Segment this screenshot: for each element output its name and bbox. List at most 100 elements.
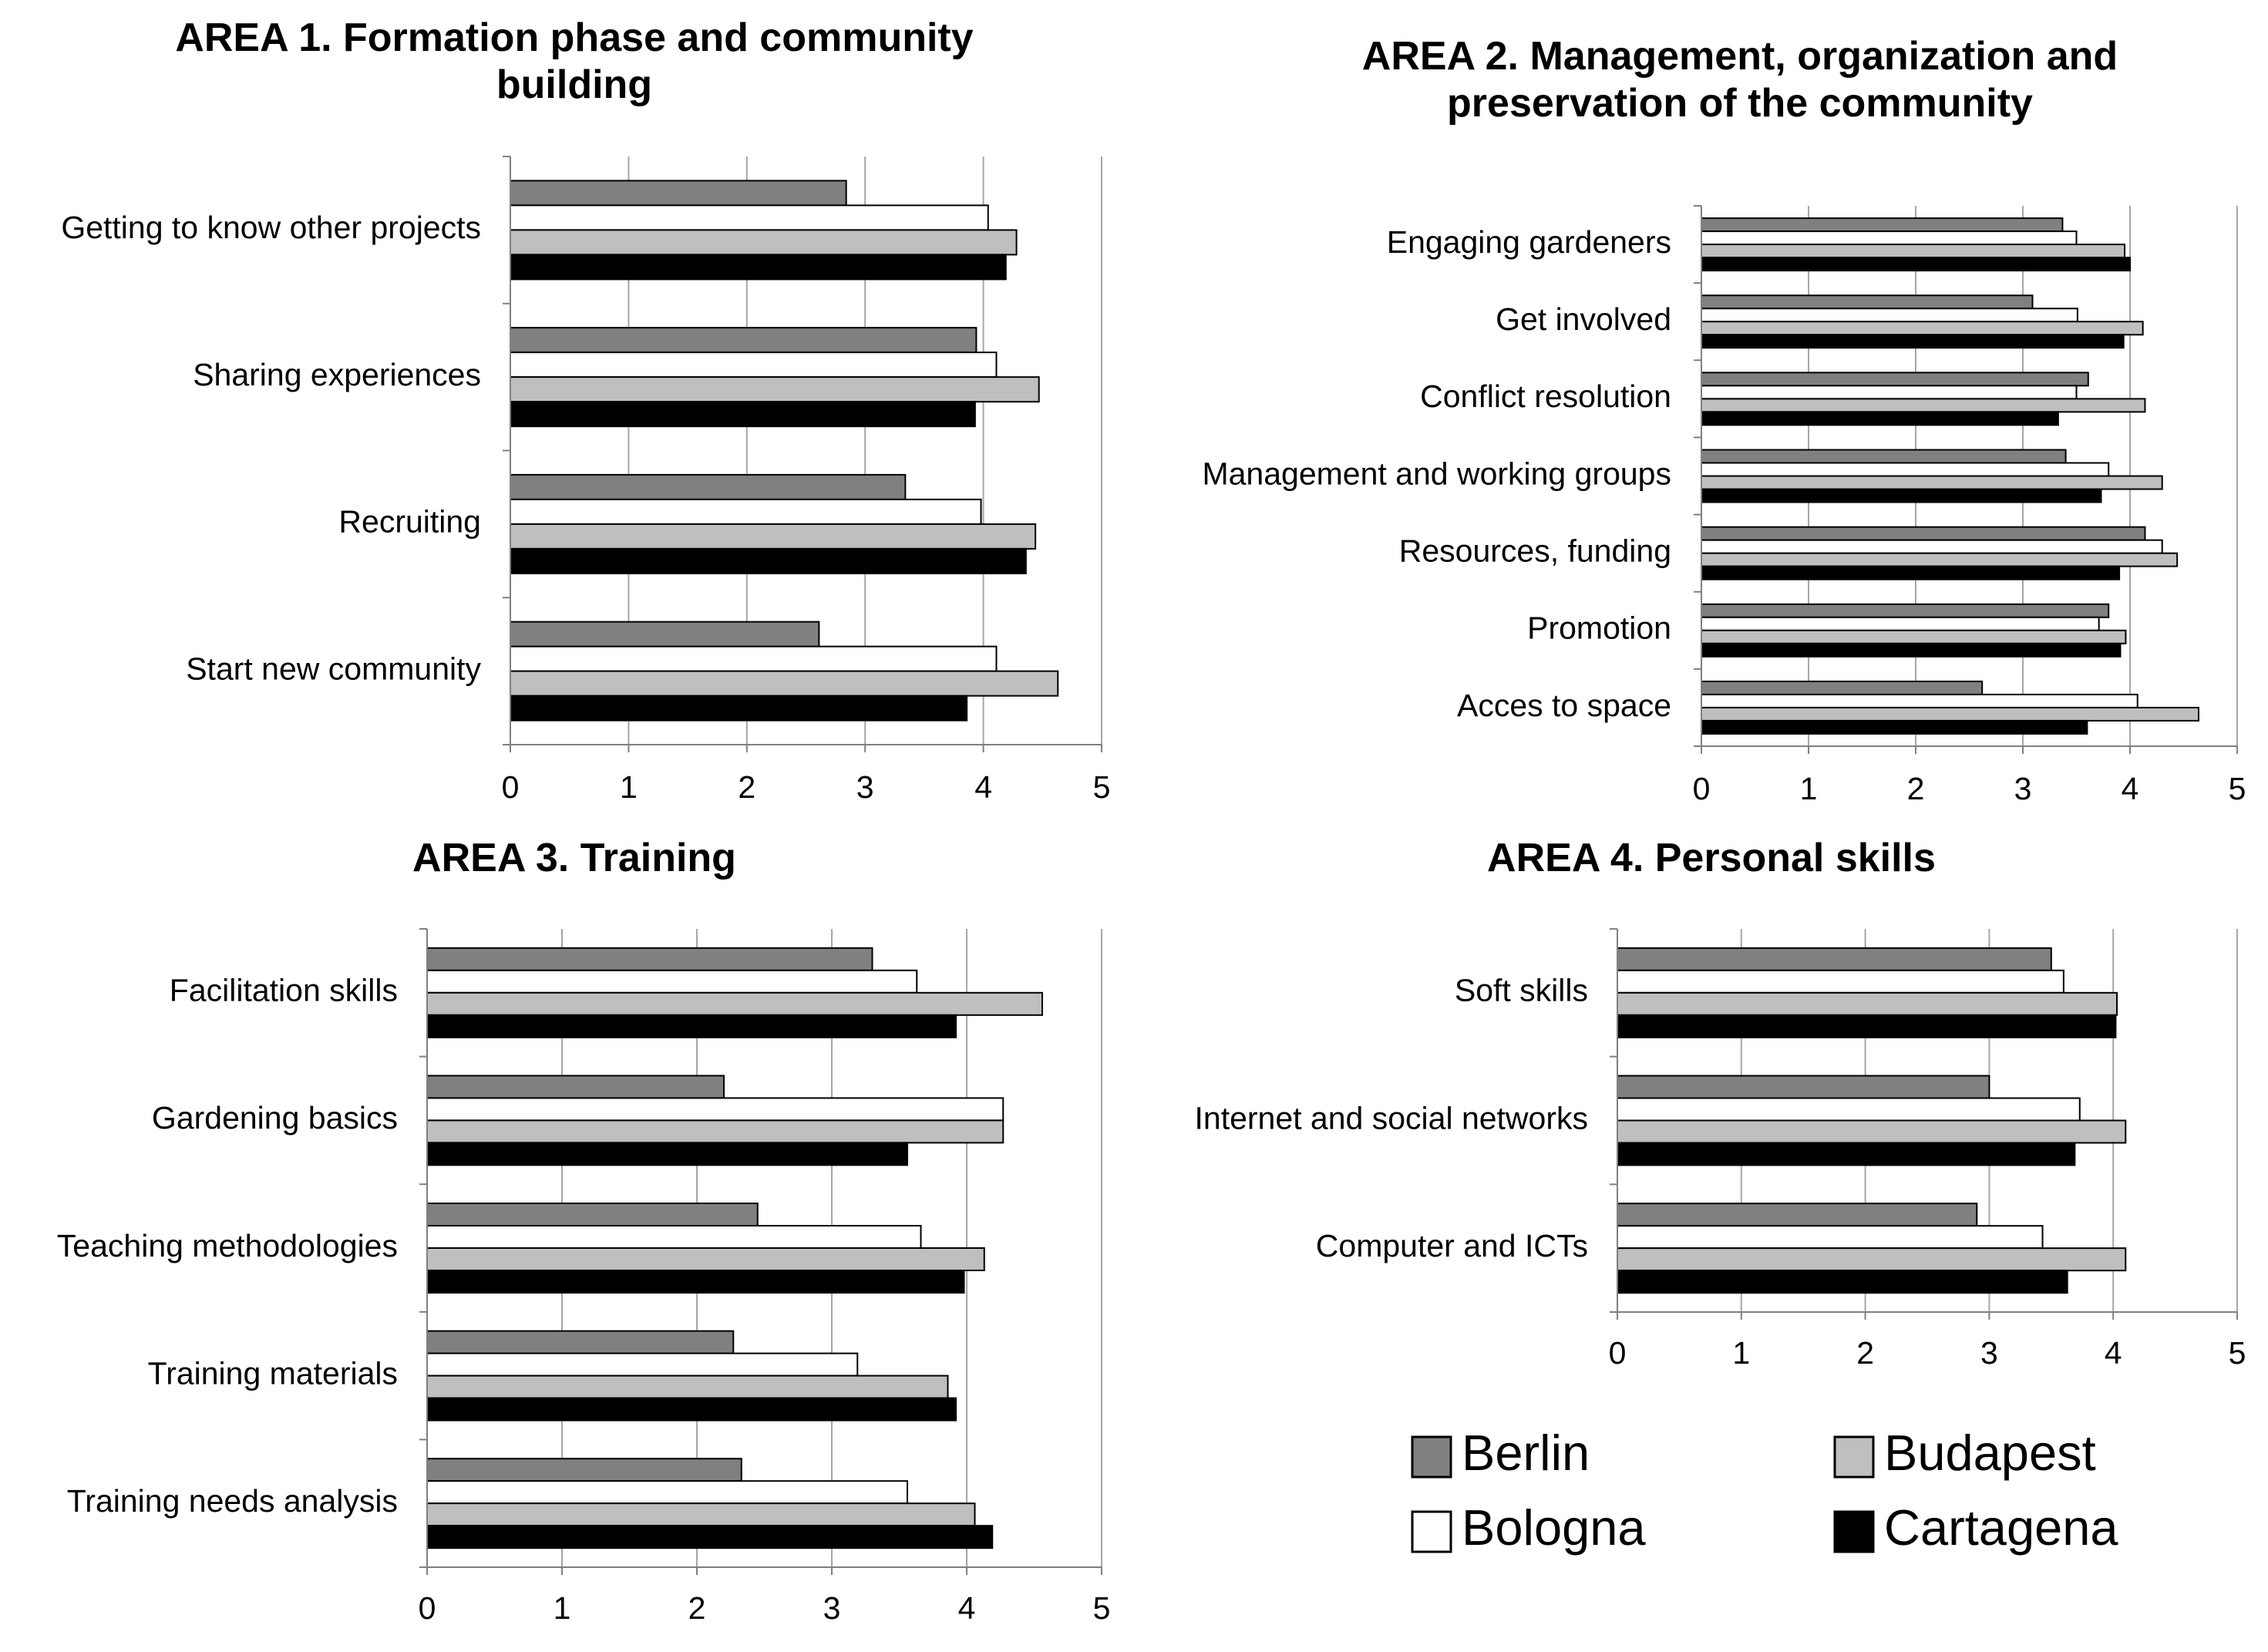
bar-cartagena-start-new-community xyxy=(510,695,968,722)
legend-label-cartagena: Cartagena xyxy=(1884,1499,2118,1556)
bar-bologna-promotion xyxy=(1701,616,2100,631)
bar-berlin-start-new-community xyxy=(510,621,820,648)
x-tick-label: 1 xyxy=(620,769,638,805)
x-tick-label: 0 xyxy=(1693,771,1711,806)
x-tick-label: 2 xyxy=(1907,771,1925,806)
category-label: Management and working groups xyxy=(1202,456,1671,491)
category-label: Engaging gardeners xyxy=(1387,224,1671,260)
bar-cartagena-training-needs-analysis xyxy=(426,1525,994,1549)
bar-berlin-gardening-basics xyxy=(426,1075,725,1099)
bar-budapest-get-involved xyxy=(1701,321,2144,336)
x-tick-label: 3 xyxy=(856,769,874,805)
category-label: Start new community xyxy=(186,651,481,686)
bar-bologna-start-new-community xyxy=(510,645,998,672)
x-tick-label: 0 xyxy=(419,1590,436,1626)
x-tick-label: 4 xyxy=(2105,1335,2122,1371)
bar-berlin-sharing-experiences xyxy=(510,327,978,354)
bar-bologna-facilitation-skills xyxy=(426,969,918,994)
bar-cartagena-conflict-resolution xyxy=(1701,411,2059,426)
bar-budapest-facilitation-skills xyxy=(426,991,1043,1016)
category-label: Internet and social networks xyxy=(1195,1100,1589,1136)
chart-area-1: AREA 1. Formation phase and communitybui… xyxy=(61,15,1110,805)
bar-cartagena-get-involved xyxy=(1701,334,2125,349)
x-tick-label: 3 xyxy=(823,1590,841,1626)
bar-budapest-recruiting xyxy=(510,523,1037,550)
chart-area-4: AREA 4. Personal skills Soft skills Intern… xyxy=(1195,836,2246,1371)
bar-berlin-acces-to-space xyxy=(1701,680,1984,695)
x-tick-label: 5 xyxy=(2229,771,2246,806)
bar-cartagena-computer-and-icts xyxy=(1617,1270,2068,1294)
bar-budapest-computer-and-icts xyxy=(1617,1247,2127,1272)
bar-berlin-recruiting xyxy=(510,473,907,500)
bar-berlin-teaching-methodologies xyxy=(426,1203,759,1226)
bar-cartagena-management-and-working-groups xyxy=(1701,488,2102,503)
x-tick-label: 4 xyxy=(958,1590,976,1626)
bar-berlin-facilitation-skills xyxy=(426,947,873,971)
x-tick-label: 1 xyxy=(1800,771,1818,806)
bar-budapest-training-needs-analysis xyxy=(426,1502,976,1527)
bar-budapest-internet-and-social-networks xyxy=(1617,1119,2127,1144)
bar-cartagena-internet-and-social-networks xyxy=(1617,1142,2076,1166)
legend-swatch-bologna xyxy=(1411,1510,1452,1553)
chart-title: AREA 1. Formation phase and community xyxy=(175,15,973,60)
chart-title: building xyxy=(496,62,652,107)
bar-bologna-training-needs-analysis xyxy=(426,1480,908,1505)
bar-bologna-teaching-methodologies xyxy=(426,1225,922,1249)
bar-budapest-gardening-basics xyxy=(426,1119,1004,1144)
bar-cartagena-promotion xyxy=(1701,642,2122,658)
bar-budapest-teaching-methodologies xyxy=(426,1247,985,1271)
bar-bologna-computer-and-icts xyxy=(1617,1225,2044,1250)
x-tick-label: 5 xyxy=(1093,1590,1111,1626)
category-label: Resources, funding xyxy=(1399,533,1671,568)
category-label: Computer and ICTs xyxy=(1316,1228,1588,1263)
bar-bologna-getting-to-know-other-projects xyxy=(510,204,989,231)
x-tick-label: 2 xyxy=(738,769,755,805)
category-label: Training materials xyxy=(148,1355,398,1391)
bar-bologna-resources-funding xyxy=(1701,539,2163,554)
category-label: Recruiting xyxy=(338,504,481,540)
bar-bologna-conflict-resolution xyxy=(1701,385,2078,400)
bar-bologna-recruiting xyxy=(510,498,982,525)
bar-budapest-engaging-gardeners xyxy=(1701,244,2126,259)
bar-berlin-training-needs-analysis xyxy=(426,1458,742,1482)
chart-area-2: AREA 2. Management, organization andpres… xyxy=(1202,34,2246,806)
category-label: Training needs analysis xyxy=(67,1483,398,1519)
x-tick-label: 2 xyxy=(688,1590,706,1626)
bar-cartagena-soft-skills xyxy=(1617,1014,2117,1038)
legend: Berlin Bologna Budapest Cartagena xyxy=(1411,1425,2118,1556)
bar-budapest-start-new-community xyxy=(510,670,1059,697)
legend-swatch-budapest xyxy=(1833,1435,1875,1479)
category-label: Facilitation skills xyxy=(170,973,398,1008)
bar-cartagena-gardening-basics xyxy=(426,1142,908,1166)
bar-berlin-training-materials xyxy=(426,1330,735,1354)
category-label: Teaching methodologies xyxy=(57,1228,398,1263)
x-tick-label: 4 xyxy=(974,769,992,805)
bar-cartagena-training-materials xyxy=(426,1397,957,1422)
category-label: Getting to know other projects xyxy=(61,210,481,245)
bar-cartagena-teaching-methodologies xyxy=(426,1270,965,1294)
x-tick-label: 0 xyxy=(502,769,520,805)
legend-label-berlin: Berlin xyxy=(1462,1425,1590,1481)
x-tick-label: 3 xyxy=(2014,771,2032,806)
bar-berlin-promotion xyxy=(1701,603,2110,618)
x-tick-label: 5 xyxy=(2229,1335,2246,1371)
bar-budapest-resources-funding xyxy=(1701,552,2179,567)
x-tick-label: 1 xyxy=(554,1590,571,1626)
bar-berlin-soft-skills xyxy=(1617,947,2052,971)
category-label: Gardening basics xyxy=(152,1100,398,1136)
bar-bologna-engaging-gardeners xyxy=(1701,230,2078,246)
bar-cartagena-resources-funding xyxy=(1701,565,2121,580)
bar-berlin-internet-and-social-networks xyxy=(1617,1075,1990,1099)
x-tick-label: 0 xyxy=(1609,1335,1627,1371)
x-tick-label: 5 xyxy=(1093,769,1111,805)
bar-berlin-resources-funding xyxy=(1701,526,2146,541)
bar-berlin-computer-and-icts xyxy=(1617,1203,1978,1227)
bar-budapest-promotion xyxy=(1701,629,2127,644)
bar-budapest-soft-skills xyxy=(1617,991,2118,1016)
bar-budapest-management-and-working-groups xyxy=(1701,475,2163,490)
legend-swatch-cartagena xyxy=(1833,1510,1875,1553)
category-label: Soft skills xyxy=(1455,973,1588,1008)
chart-area-3: AREA 3. Training Facilitation skills Garde… xyxy=(57,836,1111,1626)
bar-berlin-engaging-gardeners xyxy=(1701,217,2064,233)
bar-berlin-management-and-working-groups xyxy=(1701,449,2067,464)
